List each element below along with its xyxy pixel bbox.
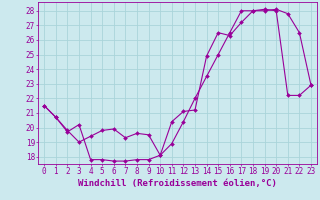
X-axis label: Windchill (Refroidissement éolien,°C): Windchill (Refroidissement éolien,°C) <box>78 179 277 188</box>
